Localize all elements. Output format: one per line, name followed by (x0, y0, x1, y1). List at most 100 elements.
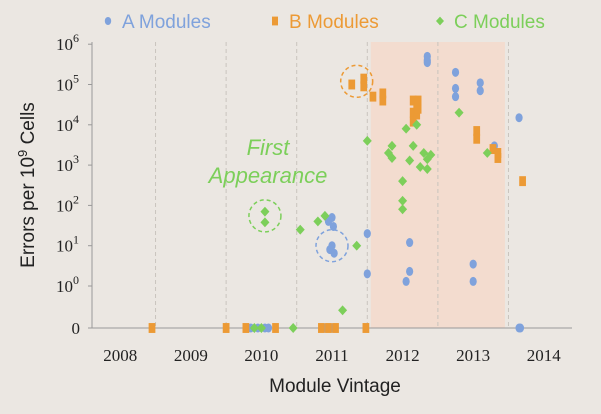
data-point (295, 224, 305, 235)
data-point (369, 91, 377, 102)
x-tick-label: 2010 (244, 346, 278, 365)
highlight-circle (248, 199, 282, 233)
highlight-circle-layer (248, 64, 374, 263)
data-point (451, 92, 460, 102)
y-tick-label: 103 (56, 152, 79, 175)
y-tick-label: 106 (56, 31, 79, 54)
y-axis-label-tail: Cells (18, 102, 39, 150)
data-point (409, 116, 417, 127)
x-axis-label: Module Vintage (269, 376, 401, 397)
data-point (387, 140, 397, 151)
x-tick-label: 2011 (315, 346, 348, 365)
legend: A Modules B Modules C Modules (104, 12, 545, 33)
x-tick-label: 2008 (103, 346, 137, 365)
data-point (318, 323, 325, 333)
data-point (406, 266, 414, 276)
data-point (260, 217, 270, 228)
data-point (402, 276, 410, 286)
y-tick-label: 104 (56, 112, 79, 135)
data-point (363, 269, 371, 279)
data-point (412, 119, 422, 130)
data-point (148, 323, 156, 333)
data-point (249, 323, 259, 333)
data-point (222, 323, 230, 333)
data-point (451, 83, 460, 93)
data-point (379, 88, 387, 99)
y-tick-label: 102 (56, 192, 79, 215)
data-point (398, 176, 408, 187)
data-point (409, 95, 417, 106)
data-point (405, 155, 415, 166)
legend-marker (104, 17, 112, 25)
data-point (398, 204, 408, 215)
data-point (451, 67, 460, 77)
data-point (414, 103, 422, 114)
annotation-line-2: Appearance (207, 163, 328, 188)
data-point (413, 109, 421, 120)
y-tick-label: 100 (56, 273, 79, 296)
data-point (454, 107, 464, 118)
data-point (363, 229, 371, 239)
legend-entry: A Modules (122, 12, 211, 33)
data-point (469, 259, 477, 269)
annotation-line-1: First (247, 135, 291, 160)
data-point (288, 323, 298, 333)
legend-marker (272, 16, 278, 26)
data-point (329, 221, 338, 231)
y-axis-label-main: Errors per 10 (18, 157, 39, 268)
y-axis-label-exponent: 9 (15, 150, 30, 157)
legend-entry: C Modules (454, 12, 545, 33)
data-point (313, 216, 323, 227)
data-point (408, 140, 418, 151)
data-point (332, 323, 339, 333)
data-point (401, 123, 411, 134)
legend-entry: B Modules (289, 12, 379, 33)
tick-label-layer: 2008 2009 2010 2011 2012 2013 2014 0 100 101 102 10… (56, 31, 561, 365)
data-point (260, 206, 270, 217)
legend-marker (436, 16, 444, 26)
data-point-layer (148, 51, 526, 333)
data-point (515, 113, 523, 123)
data-point (330, 248, 338, 258)
data-point (362, 323, 370, 333)
data-point (409, 107, 417, 118)
data-point (264, 323, 273, 333)
highlight-circle (315, 228, 349, 263)
data-point (516, 323, 525, 333)
data-point (482, 148, 492, 158)
data-point (406, 238, 414, 248)
data-point (476, 86, 484, 96)
data-point (494, 148, 502, 158)
data-point (473, 133, 481, 144)
y-axis-label: Errors per 109 Cells (15, 102, 39, 268)
data-point (469, 276, 477, 286)
x-tick-label: 2009 (174, 346, 208, 365)
data-point (419, 148, 429, 158)
data-point (476, 78, 484, 88)
data-point (352, 240, 362, 251)
data-point (414, 95, 422, 106)
data-point (379, 95, 387, 106)
data-point (320, 210, 330, 221)
data-point (362, 135, 372, 146)
data-point (423, 58, 431, 68)
data-point (422, 164, 432, 174)
y-tick-label: 105 (56, 72, 79, 95)
data-point (242, 323, 250, 333)
x-tick-label: 2014 (527, 346, 562, 365)
data-point (256, 323, 266, 333)
data-point (325, 323, 332, 333)
data-point (494, 153, 502, 163)
data-point (398, 195, 408, 206)
data-point (426, 149, 436, 160)
data-point (387, 153, 397, 163)
y-tick-label: 0 (72, 319, 81, 338)
data-point (415, 161, 425, 172)
data-point (473, 126, 481, 136)
data-point (338, 305, 348, 316)
grid-layer (155, 42, 509, 328)
highlight-circle (339, 64, 374, 99)
data-point (360, 73, 368, 84)
data-point (348, 79, 356, 90)
